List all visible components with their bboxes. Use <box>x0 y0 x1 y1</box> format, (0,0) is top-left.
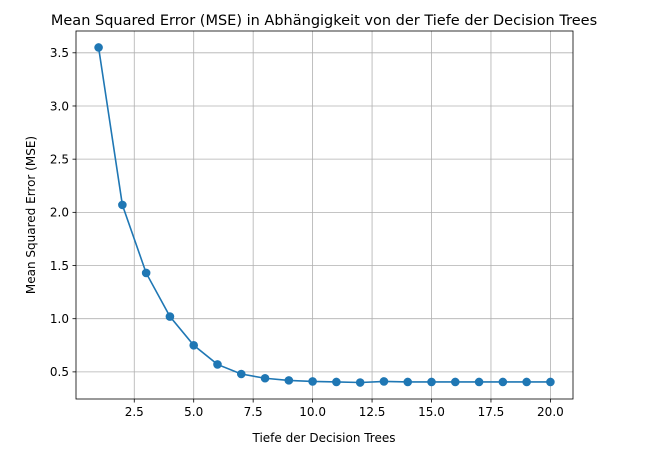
data-point <box>284 376 294 385</box>
data-point <box>498 377 508 387</box>
x-tick-label: 2.5 <box>125 405 144 419</box>
x-axis-ticks: 2.5 5.0 7.5 10.0 12.5 15.0 17.5 20.0 <box>125 399 564 419</box>
y-tick-label: 1.0 <box>50 312 69 326</box>
y-tick-label: 2.5 <box>50 152 69 166</box>
x-tick-label: 10.0 <box>299 405 326 419</box>
data-point <box>118 200 127 210</box>
y-axis-label: Mean Squared Error (MSE) <box>24 136 38 294</box>
x-tick-label: 20.0 <box>537 405 564 419</box>
data-point <box>450 377 460 387</box>
x-tick-label: 5.0 <box>184 405 203 419</box>
y-tick-label: 3.5 <box>50 46 69 60</box>
y-axis-ticks: 0.5 1.0 1.5 2.0 2.5 3.0 3.5 <box>50 46 76 379</box>
plot-frame <box>75 30 574 400</box>
x-tick-label: 17.5 <box>478 405 505 419</box>
data-point <box>355 378 365 387</box>
data-point <box>522 377 531 387</box>
chart-title: Mean Squared Error (MSE) in Abhängigkeit… <box>51 13 597 29</box>
data-point <box>308 377 317 386</box>
data-point <box>141 268 151 278</box>
y-tick-label: 2.0 <box>50 206 69 220</box>
data-point <box>165 312 175 321</box>
data-point <box>260 373 270 383</box>
y-tick-label: 0.5 <box>50 365 69 379</box>
x-axis-label: Tiefe der Decision Trees <box>251 431 395 445</box>
data-point <box>474 377 484 387</box>
data-point <box>332 377 341 387</box>
data-point <box>403 377 413 387</box>
grid-lines <box>76 31 573 399</box>
data-point <box>236 369 246 379</box>
data-point <box>379 377 389 386</box>
mse-series <box>94 43 555 387</box>
data-point <box>213 360 222 369</box>
y-tick-label: 1.5 <box>50 259 69 273</box>
y-tick-label: 3.0 <box>50 99 69 113</box>
data-point <box>94 43 103 52</box>
data-point <box>189 340 199 350</box>
x-tick-label: 12.5 <box>359 405 386 419</box>
x-tick-label: 15.0 <box>418 405 445 419</box>
x-tick-label: 7.5 <box>244 405 263 419</box>
data-point <box>546 377 555 387</box>
data-point <box>427 377 436 387</box>
series-line <box>97 47 551 384</box>
